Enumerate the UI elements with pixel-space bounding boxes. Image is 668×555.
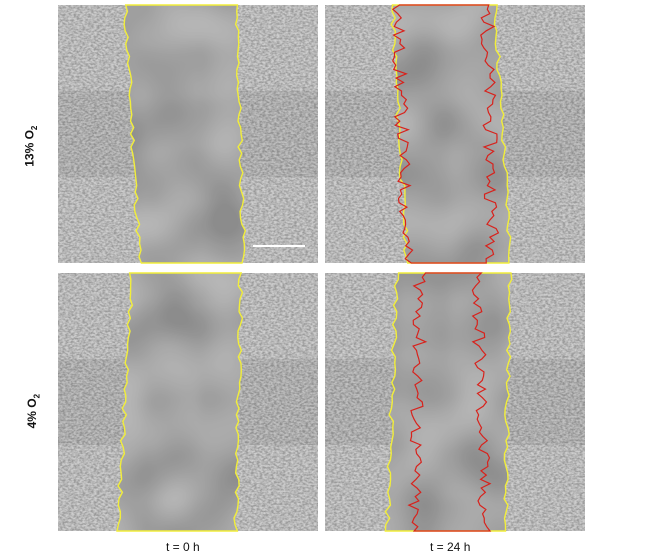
initial-wound-outline-yellow — [390, 4, 512, 264]
micrograph-panel-r0-c1 — [325, 4, 585, 264]
wound-area — [124, 5, 246, 263]
migration-front-outline-red — [407, 272, 492, 532]
migration-front-outline-red — [391, 4, 500, 264]
wound-area — [117, 273, 243, 531]
micrograph-panel-r1-c1 — [325, 272, 585, 532]
micrograph-panel-r0-c0 — [58, 4, 318, 264]
micrograph-panel-r1-c0 — [58, 272, 318, 532]
initial-wound-outline-yellow — [116, 272, 244, 532]
initial-wound-outline-yellow — [384, 272, 513, 532]
column-label-t24: t = 24 h — [430, 540, 471, 554]
row-label-13-percent-o2: 13% O2 — [22, 125, 39, 167]
row-label-4-percent-o2: 4% O2 — [25, 393, 42, 429]
column-label-t0: t = 0 h — [166, 540, 200, 554]
initial-wound-outline-yellow — [123, 4, 247, 264]
wound-area — [391, 5, 511, 263]
wound-area — [385, 273, 512, 531]
